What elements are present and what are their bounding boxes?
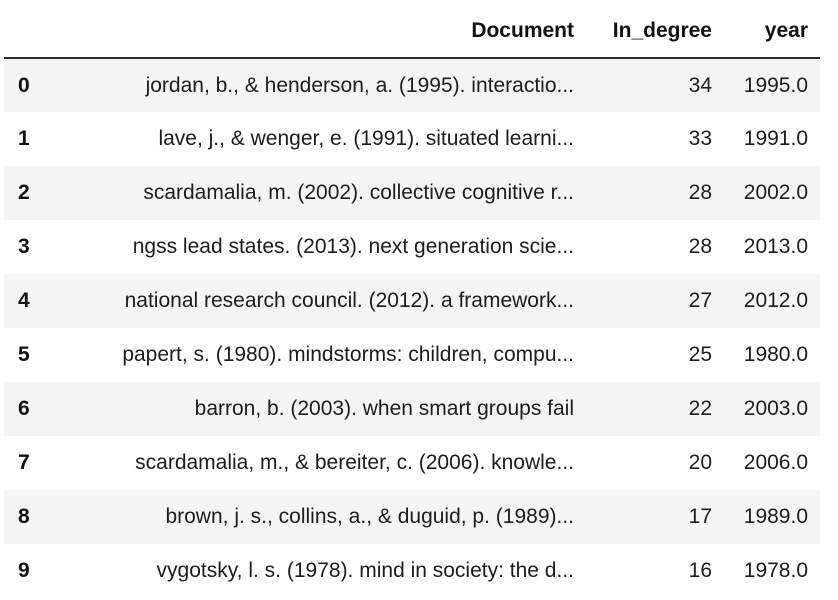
table-body: 0 jordan, b., & henderson, a. (1995). in… xyxy=(4,58,820,598)
row-index: 8 xyxy=(18,505,30,528)
column-header-year: year xyxy=(724,5,820,59)
row-index: 5 xyxy=(18,343,30,366)
year-cell: 1978.0 xyxy=(743,559,808,582)
document-cell: barron, b. (2003). when smart groups fai… xyxy=(194,397,574,420)
table-header: Document In_degree year xyxy=(4,5,820,59)
in-degree-cell: 16 xyxy=(688,559,712,582)
row-index: 7 xyxy=(18,451,30,474)
row-index: 2 xyxy=(18,181,30,204)
table-row: 7 scardamalia, m., & bereiter, c. (2006)… xyxy=(4,436,820,490)
year-cell: 2002.0 xyxy=(743,181,808,204)
table-row: 4 national research council. (2012). a f… xyxy=(4,274,820,328)
row-index: 1 xyxy=(18,127,30,150)
document-cell: scardamalia, m., & bereiter, c. (2006). … xyxy=(135,451,574,474)
year-cell: 2003.0 xyxy=(743,397,808,420)
table-row: 5 papert, s. (1980). mindstorms: childre… xyxy=(4,328,820,382)
row-index: 9 xyxy=(18,559,30,582)
year-cell: 1995.0 xyxy=(743,73,808,97)
dataframe-table: Document In_degree year 0 jordan, b., & … xyxy=(4,5,820,598)
table-row: 9 vygotsky, l. s. (1978). mind in societ… xyxy=(4,544,820,598)
row-index: 3 xyxy=(18,235,30,258)
table-row: 8 brown, j. s., collins, a., & duguid, p… xyxy=(4,490,820,544)
in-degree-cell: 25 xyxy=(688,343,712,366)
in-degree-cell: 28 xyxy=(688,235,712,258)
document-cell: papert, s. (1980). mindstorms: children,… xyxy=(122,343,574,366)
table-row: 2 scardamalia, m. (2002). collective cog… xyxy=(4,166,820,220)
document-cell: vygotsky, l. s. (1978). mind in society:… xyxy=(156,559,574,582)
in-degree-cell: 33 xyxy=(688,127,712,150)
year-cell: 2013.0 xyxy=(743,235,808,258)
document-cell: jordan, b., & henderson, a. (1995). inte… xyxy=(145,73,574,97)
in-degree-cell: 22 xyxy=(688,397,712,420)
document-cell: brown, j. s., collins, a., & duguid, p. … xyxy=(165,505,574,528)
document-cell: scardamalia, m. (2002). collective cogni… xyxy=(143,181,574,204)
document-cell: ngss lead states. (2013). next generatio… xyxy=(132,235,574,258)
column-header-document: Document xyxy=(48,5,586,59)
document-cell: national research council. (2012). a fra… xyxy=(124,289,574,312)
row-index: 4 xyxy=(18,289,30,312)
in-degree-cell: 20 xyxy=(688,451,712,474)
column-header-in-degree: In_degree xyxy=(586,5,724,59)
in-degree-cell: 27 xyxy=(688,289,712,312)
header-row: Document In_degree year xyxy=(4,5,820,59)
year-cell: 1989.0 xyxy=(743,505,808,528)
in-degree-cell: 34 xyxy=(688,73,712,97)
year-cell: 2012.0 xyxy=(743,289,808,312)
year-cell: 1991.0 xyxy=(743,127,808,150)
document-cell: lave, j., & wenger, e. (1991). situated … xyxy=(158,127,574,150)
year-cell: 2006.0 xyxy=(743,451,808,474)
table-row: 1 lave, j., & wenger, e. (1991). situate… xyxy=(4,112,820,166)
row-index: 6 xyxy=(18,397,30,420)
table-row: 6 barron, b. (2003). when smart groups f… xyxy=(4,382,820,436)
in-degree-cell: 17 xyxy=(688,505,712,528)
table-row: 0 jordan, b., & henderson, a. (1995). in… xyxy=(4,58,820,112)
in-degree-cell: 28 xyxy=(688,181,712,204)
row-index: 0 xyxy=(18,73,30,97)
index-column-header xyxy=(4,5,48,59)
table-row: 3 ngss lead states. (2013). next generat… xyxy=(4,220,820,274)
year-cell: 1980.0 xyxy=(743,343,808,366)
